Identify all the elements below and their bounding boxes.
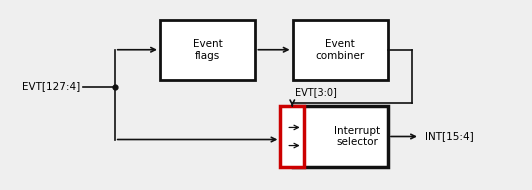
Text: EVT[3:0]: EVT[3:0] <box>295 87 337 97</box>
Bar <box>293 106 388 167</box>
Text: EVT[127:4]: EVT[127:4] <box>22 82 80 92</box>
Text: Interrupt
selector: Interrupt selector <box>335 126 380 147</box>
Text: Event
combiner: Event combiner <box>315 39 365 61</box>
Bar <box>280 106 304 167</box>
Text: INT[15:4]: INT[15:4] <box>425 131 474 142</box>
Text: Event
flags: Event flags <box>193 39 222 61</box>
Bar <box>160 20 255 80</box>
Bar <box>293 20 388 80</box>
